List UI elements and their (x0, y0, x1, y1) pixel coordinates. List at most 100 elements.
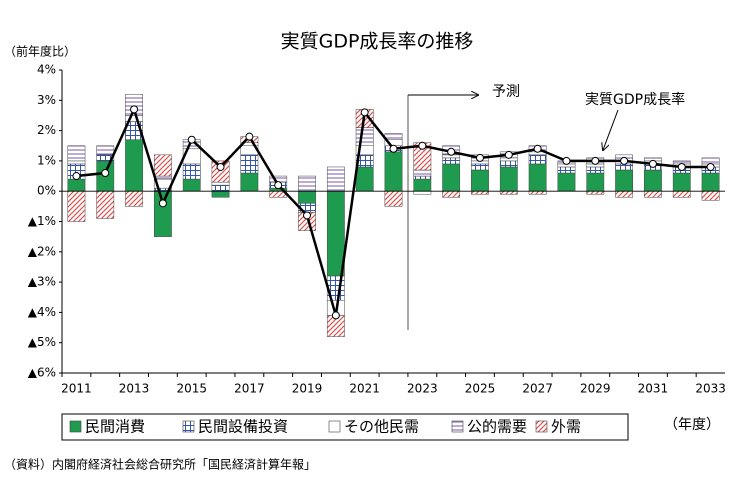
gdp-marker (648, 159, 657, 168)
bar-segment (182, 163, 201, 180)
bar-segment (471, 169, 489, 192)
x-tick-label: 2021 (349, 382, 380, 396)
bar-segment (442, 190, 461, 198)
bar-segment (701, 190, 720, 201)
legend-swatch (182, 420, 195, 433)
y-tick-label: ▲6% (28, 366, 56, 380)
bar-segment (499, 166, 518, 192)
gdp-marker (216, 162, 225, 171)
bar-segment (557, 172, 576, 192)
bar-segment (153, 154, 172, 177)
x-tick-label: 2023 (407, 382, 438, 396)
legend-label: 民間消費 (85, 418, 145, 436)
bar-segment (672, 172, 691, 192)
gdp-marker (331, 311, 340, 320)
y-tick-label: 3% (37, 93, 56, 107)
bar-segment (528, 163, 547, 192)
y-tick-label: ▲1% (28, 214, 56, 228)
y-tick-label: ▲4% (28, 305, 56, 319)
legend-box (61, 413, 629, 441)
legend-label: 外需 (551, 418, 581, 436)
bar-segment (442, 163, 461, 192)
bar-segment (644, 190, 662, 198)
bar-segment (211, 190, 230, 198)
y-axis-label: （前年度比） (4, 44, 76, 59)
bar-segment (153, 175, 172, 180)
gdp-marker (591, 156, 600, 165)
y-tick-label: ▲2% (28, 244, 56, 258)
bar-segment (96, 145, 115, 156)
bar-segment (125, 139, 143, 192)
source: （資料）内閣府経済社会総合研究所「国民経済計算年報」 (4, 457, 316, 472)
bar-segment (413, 190, 432, 195)
bar-segment (298, 190, 316, 204)
bar-segment (326, 190, 345, 277)
legend-swatch (451, 420, 464, 433)
bar-segment (499, 190, 518, 195)
legend-label: 公的需要 (467, 418, 527, 436)
y-tick-label: ▲3% (28, 275, 56, 289)
y-tick-label: 2% (37, 123, 56, 137)
bar-segment (298, 175, 316, 192)
bar-segment (413, 175, 432, 180)
x-axis-label: （年度） (664, 417, 720, 433)
gdp-marker (504, 150, 513, 159)
x-tick-label: 2013 (119, 382, 150, 396)
bar-segment (528, 190, 547, 195)
x-tick-label: 2011 (61, 382, 92, 396)
bar-segment (586, 172, 605, 192)
bar-segment (153, 190, 172, 237)
annotation: 予測 (492, 84, 520, 100)
gdp-marker (72, 172, 81, 181)
gdp-marker (187, 135, 196, 144)
bar-segment (182, 178, 201, 192)
bar-segment (125, 93, 143, 116)
bar-segment (240, 172, 259, 192)
bar-segment (586, 190, 605, 195)
bar-segment (355, 166, 374, 192)
gdp-marker (158, 199, 167, 208)
bar-segment (413, 169, 432, 177)
bar-segment (557, 166, 576, 174)
bar-segment (528, 154, 547, 165)
legend-swatch (69, 420, 82, 433)
bar-segment (67, 190, 86, 222)
legend-swatch (535, 420, 548, 433)
gdp-marker (303, 211, 312, 220)
legend-label: 民間設備投資 (198, 418, 288, 436)
y-tick-label: 1% (37, 153, 56, 167)
chart-title: 実質GDP成長率の推移 (281, 31, 474, 53)
x-tick-label: 2031 (638, 382, 669, 396)
gdp-marker (677, 162, 686, 171)
bar-segment (471, 163, 489, 171)
bar-segment (125, 190, 143, 207)
legend-swatch (328, 420, 341, 433)
gdp-marker (245, 132, 254, 141)
gdp-marker (389, 144, 398, 153)
bar-segment (586, 166, 605, 174)
y-tick-label: 4% (37, 63, 56, 77)
y-tick-label: 0% (37, 184, 56, 198)
gdp-marker (360, 108, 369, 117)
gdp-marker (533, 144, 542, 153)
bar-segment (615, 169, 634, 192)
x-tick-label: 2025 (465, 382, 496, 396)
bar-segment (67, 178, 86, 192)
x-tick-label: 2015 (176, 382, 207, 396)
bar-segment (240, 154, 259, 174)
legend-label: その他民需 (344, 418, 419, 436)
gdp-marker (562, 156, 571, 165)
bar-segment (644, 169, 662, 192)
bar-segment (67, 145, 86, 162)
x-tick-label: 2019 (292, 382, 323, 396)
bar-segment (384, 133, 403, 140)
gdp-marker (274, 181, 283, 190)
bar-segment (96, 190, 115, 219)
bar-segment (355, 127, 374, 146)
bar-segment (471, 190, 489, 195)
bar-segment (672, 190, 691, 198)
bar-segment (499, 160, 518, 168)
gdp-marker (101, 169, 110, 178)
bar-segment (211, 184, 230, 192)
gdp-marker (706, 162, 715, 171)
